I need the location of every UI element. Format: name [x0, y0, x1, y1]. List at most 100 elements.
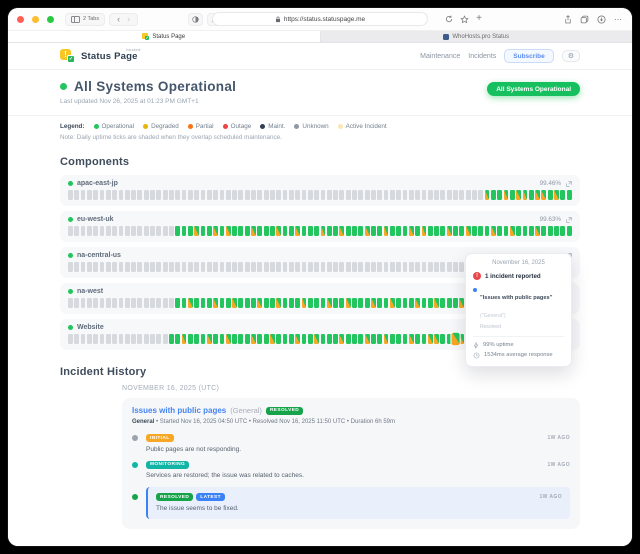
uptime-tick[interactable] [415, 298, 420, 308]
uptime-tick[interactable] [396, 298, 402, 308]
uptime-tick[interactable] [333, 334, 338, 344]
uptime-tick[interactable] [371, 262, 376, 272]
uptime-tick[interactable] [276, 334, 282, 344]
uptime-tick[interactable] [339, 262, 345, 272]
uptime-tick[interactable] [326, 334, 332, 344]
uptime-tick[interactable] [143, 226, 149, 236]
uptime-tick[interactable] [415, 190, 420, 200]
uptime-tick[interactable] [232, 190, 237, 200]
uptime-tick[interactable] [68, 190, 73, 200]
uptime-tick[interactable] [459, 298, 465, 308]
uptime-tick[interactable] [194, 190, 200, 200]
uptime-tick[interactable] [238, 190, 244, 200]
uptime-tick[interactable] [528, 226, 534, 236]
uptime-tick[interactable] [143, 262, 149, 272]
uptime-tick[interactable] [150, 226, 155, 236]
uptime-tick[interactable] [225, 226, 231, 236]
uptime-tick[interactable] [175, 190, 181, 200]
reader-icon[interactable] [188, 12, 204, 26]
uptime-tick[interactable] [326, 226, 332, 236]
uptime-tick[interactable] [295, 262, 301, 272]
uptime-tick[interactable] [345, 190, 351, 200]
uptime-tick[interactable] [497, 226, 503, 236]
uptime-tick[interactable] [251, 190, 256, 200]
uptime-tick[interactable] [383, 262, 389, 272]
uptime-tick[interactable] [326, 262, 332, 272]
uptime-tick[interactable] [295, 334, 301, 344]
uptime-tick[interactable] [93, 334, 99, 344]
uptime-tick[interactable] [427, 334, 433, 344]
uptime-tick[interactable] [263, 334, 269, 344]
uptime-tick[interactable] [225, 334, 231, 344]
uptime-tick[interactable] [232, 226, 237, 236]
uptime-tick[interactable] [118, 262, 124, 272]
uptime-tick[interactable] [440, 334, 446, 344]
uptime-tick[interactable] [497, 190, 503, 200]
uptime-tick[interactable] [206, 190, 212, 200]
uptime-tick[interactable] [478, 190, 484, 200]
uptime-tick[interactable] [270, 298, 275, 308]
expand-icon[interactable] [566, 216, 572, 223]
uptime-tick[interactable] [307, 190, 313, 200]
uptime-tick[interactable] [421, 190, 427, 200]
uptime-tick[interactable] [371, 298, 376, 308]
uptime-tick[interactable] [560, 226, 566, 236]
uptime-tick[interactable] [326, 190, 332, 200]
uptime-tick[interactable] [162, 262, 168, 272]
uptime-tick[interactable] [143, 298, 149, 308]
uptime-tick[interactable] [137, 298, 143, 308]
uptime-tick[interactable] [522, 226, 528, 236]
uptime-tick[interactable] [187, 226, 193, 236]
uptime-tick[interactable] [371, 334, 376, 344]
uptime-tick[interactable] [257, 334, 263, 344]
uptime-tick[interactable] [427, 262, 433, 272]
uptime-tick[interactable] [99, 226, 105, 236]
uptime-tick[interactable] [257, 262, 263, 272]
uptime-tick[interactable] [503, 190, 509, 200]
uptime-tick[interactable] [364, 298, 370, 308]
uptime-tick[interactable] [86, 262, 92, 272]
uptime-tick[interactable] [339, 334, 345, 344]
uptime-tick[interactable] [200, 334, 206, 344]
uptime-tick[interactable] [453, 226, 458, 236]
bookmark-star-icon[interactable] [460, 14, 469, 24]
uptime-tick[interactable] [282, 298, 288, 308]
uptime-tick[interactable] [124, 298, 130, 308]
uptime-tick[interactable] [427, 190, 433, 200]
uptime-tick[interactable] [339, 190, 345, 200]
tooltip-incident-title[interactable]: "Issues with public pages" [480, 295, 553, 301]
uptime-tick[interactable] [320, 334, 326, 344]
uptime-tick[interactable] [345, 226, 351, 236]
uptime-tick[interactable] [465, 190, 471, 200]
uptime-tick[interactable] [383, 226, 389, 236]
uptime-tick[interactable] [156, 298, 162, 308]
uptime-tick[interactable] [175, 334, 181, 344]
uptime-tick[interactable] [244, 334, 250, 344]
uptime-tick[interactable] [80, 226, 86, 236]
uptime-tick[interactable] [282, 226, 288, 236]
uptime-tick[interactable] [213, 190, 218, 200]
uptime-tick[interactable] [181, 262, 187, 272]
uptime-tick[interactable] [118, 226, 124, 236]
uptime-tick[interactable] [415, 226, 420, 236]
uptime-tick[interactable] [408, 334, 414, 344]
uptime-tick[interactable] [232, 262, 237, 272]
uptime-tick[interactable] [465, 226, 471, 236]
uptime-tick[interactable] [131, 190, 136, 200]
subscribe-button[interactable]: Subscribe [504, 49, 554, 63]
uptime-tick[interactable] [219, 226, 225, 236]
uptime-tick[interactable] [547, 190, 553, 200]
uptime-tick[interactable] [93, 190, 99, 200]
uptime-tick[interactable] [453, 190, 458, 200]
uptime-tick[interactable] [427, 226, 433, 236]
uptime-tick[interactable] [105, 262, 111, 272]
uptime-tick[interactable] [459, 226, 465, 236]
uptime-tick[interactable] [131, 298, 136, 308]
uptime-tick[interactable] [169, 262, 174, 272]
uptime-tick[interactable] [339, 298, 345, 308]
uptime-tick[interactable] [377, 298, 383, 308]
uptime-tick[interactable] [383, 298, 389, 308]
uptime-tick[interactable] [288, 298, 294, 308]
uptime-tick[interactable] [276, 226, 282, 236]
uptime-tick[interactable] [560, 190, 566, 200]
